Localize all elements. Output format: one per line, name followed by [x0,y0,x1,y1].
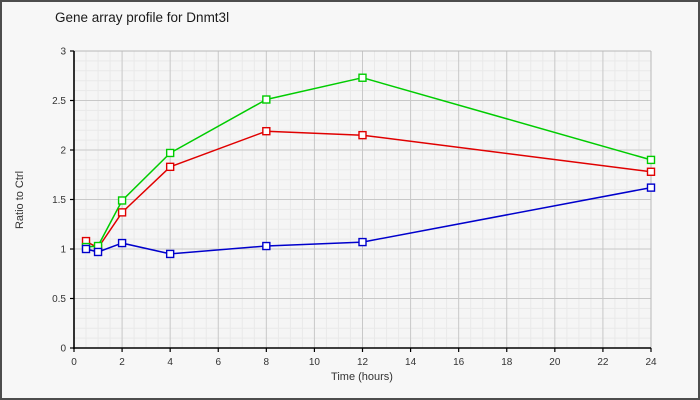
green-series-point [358,73,367,82]
red-series-point [165,162,175,172]
x-tick-label: 16 [453,357,465,368]
x-tick-label: 8 [264,357,270,368]
y-tick-label: 2 [60,146,66,157]
x-tick-label: 0 [71,357,77,368]
x-tick-label: 6 [215,357,221,368]
y-tick-label: 1 [60,245,66,256]
x-tick-label: 10 [309,357,321,368]
blue-series-point [81,244,91,254]
x-axis-title: Time (hours) [331,371,393,383]
y-tick-label: 2.5 [52,96,66,107]
tick-marks [70,50,652,352]
red-series-point [358,130,367,140]
blue-series-point [165,249,175,259]
x-tick-label: 2 [119,357,125,368]
plot-border [74,50,652,348]
x-tick-label: 24 [645,357,657,368]
y-tick-label: 0 [60,344,66,355]
blue-series-point [646,183,656,192]
blue-series-markers [81,183,656,259]
y-tick-label: 0.5 [52,294,66,305]
chart-title: Gene array profile for Dnmt3l [55,10,230,25]
x-tick-labels: 0 2 4 6 8 10 12 14 16 18 20 22 24 [71,357,657,368]
y-tick-label: 1.5 [52,195,66,206]
x-tick-label: 12 [357,357,369,368]
y-axis-title: Ratio to Ctrl [14,170,26,230]
y-tick-labels: 0 0.5 1 1.5 2 2.5 3 [52,47,66,355]
blue-series-point [262,241,271,251]
blue-series-point [358,237,367,247]
y-tick-label: 3 [60,47,66,58]
green-series-point [262,95,271,104]
blue-series-point [93,247,103,257]
red-series-point [646,167,656,176]
green-series-point [165,148,175,158]
x-tick-label: 14 [405,357,417,368]
x-tick-label: 4 [167,357,173,368]
red-series-point [117,208,127,217]
green-series-point [646,155,656,165]
red-series-point [262,126,271,136]
x-tick-label: 22 [597,357,609,368]
blue-series-point [117,238,127,248]
x-tick-label: 18 [501,357,513,368]
x-tick-label: 20 [549,357,561,368]
green-series-point [117,196,127,205]
